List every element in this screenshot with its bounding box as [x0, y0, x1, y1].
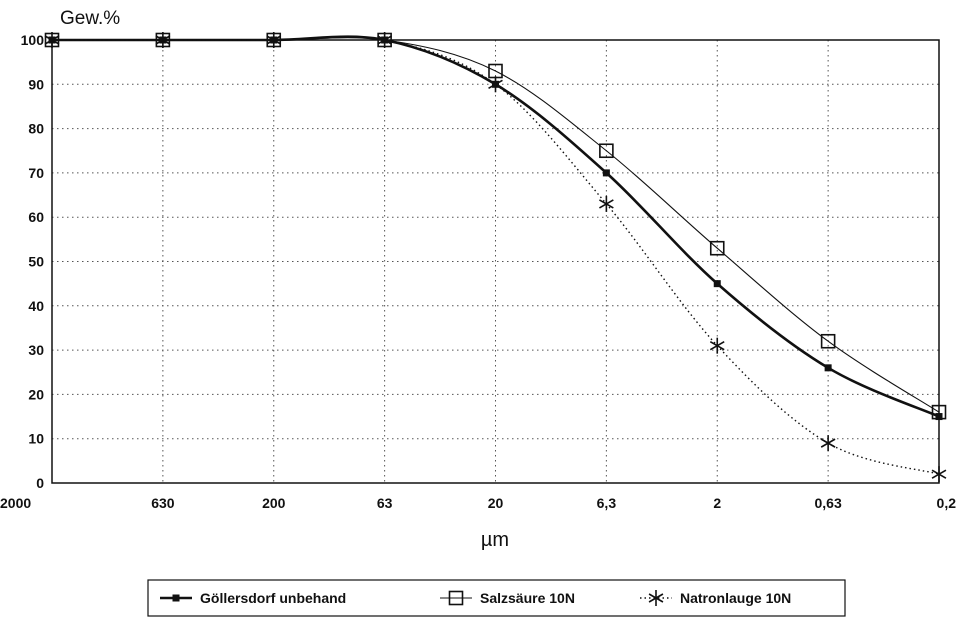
- legend: Göllersdorf unbehand Salzsäure 10N Natronl…: [147, 579, 846, 617]
- legend-box: [147, 579, 846, 617]
- series-2-point: [820, 333, 836, 349]
- y-axis-label: Gew.%: [60, 8, 120, 29]
- x-tick-label: 0,2: [937, 495, 957, 511]
- series-1-point: [713, 280, 721, 288]
- series-1-point: [824, 364, 832, 372]
- series-3-point: [709, 337, 725, 354]
- series-3-point: [599, 195, 614, 212]
- legend-items: Göllersdorf unbehand Salzsäure 10N Natronl…: [160, 590, 791, 606]
- series-3-point: [488, 76, 503, 93]
- series-3-point: [266, 32, 282, 48]
- series-2-point: [931, 404, 947, 420]
- y-tick-label: 0: [36, 475, 44, 491]
- y-tick-label: 100: [21, 32, 45, 48]
- y-tick-label: 30: [28, 342, 44, 358]
- x-tick-label: 6,3: [597, 495, 617, 511]
- series-3-point: [820, 435, 836, 452]
- series-2-point: [599, 143, 614, 159]
- y-tick-label: 10: [28, 431, 44, 447]
- tick-labels: 0 10 20 30 40 50 60 70 80 90 100 2000 630 200 63 20 6,3 2…: [0, 32, 956, 511]
- x-tick-label: 2: [713, 495, 721, 511]
- legend-marker-2: [448, 590, 464, 606]
- y-tick-label: 20: [28, 386, 44, 402]
- legend-label-2: Salzsäure 10N: [480, 590, 575, 606]
- series-line-2: [51, 37, 940, 413]
- x-tick-label: 200: [262, 495, 286, 511]
- x-tick-label: 0,63: [815, 495, 842, 511]
- series-1-point: [935, 413, 943, 421]
- y-tick-label: 40: [28, 298, 44, 314]
- series-2-point: [709, 240, 725, 256]
- series-line-3: [51, 36, 940, 475]
- legend-marker-3: [648, 590, 664, 606]
- x-tick-label: 63: [377, 495, 393, 511]
- series-3-point: [155, 32, 171, 48]
- y-tick-label: 90: [28, 76, 44, 92]
- legend-label-1: Göllersdorf unbehand: [200, 590, 346, 606]
- y-tick-label: 70: [28, 165, 44, 181]
- x-tick-label: 20: [488, 495, 504, 511]
- x-axis-label: µm: [481, 529, 509, 551]
- series-3-point: [377, 32, 392, 48]
- y-tick-label: 80: [28, 121, 44, 137]
- series-line-1: [51, 35, 940, 418]
- x-tick-label: 630: [151, 495, 175, 511]
- y-tick-label: 50: [28, 254, 44, 270]
- legend-marker-1: [172, 594, 180, 602]
- series-3-point: [931, 466, 947, 483]
- legend-label-3: Natronlauge 10N: [680, 590, 791, 606]
- series-1-point: [602, 169, 610, 177]
- y-tick-label: 60: [28, 209, 44, 225]
- x-tick-label: 2000: [0, 495, 31, 511]
- grid: [52, 40, 939, 483]
- series-layer: [44, 32, 947, 483]
- plot-frame: [51, 39, 940, 484]
- series-3-point: [44, 32, 60, 48]
